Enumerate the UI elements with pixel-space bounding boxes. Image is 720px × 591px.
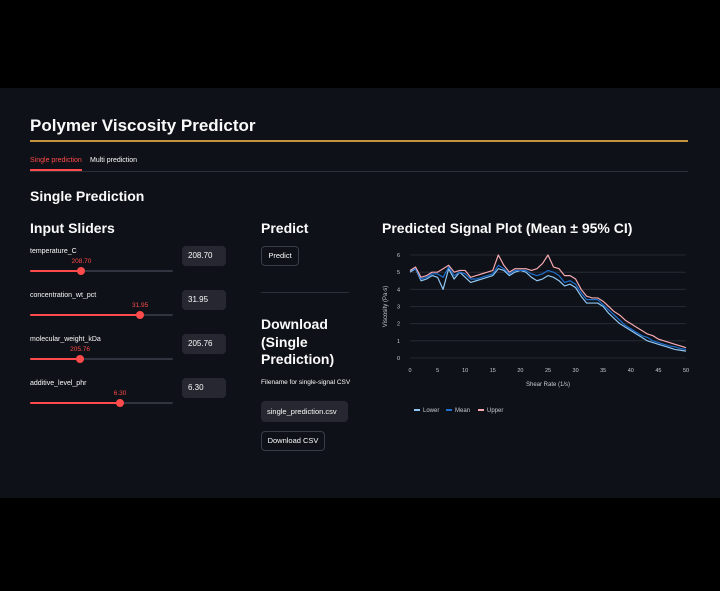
slider-value-molecular-weight: 205.76 [70, 346, 90, 353]
y-axis-label: Viscosity (Pa·s) [383, 286, 389, 328]
x-tick-label: 45 [655, 368, 661, 374]
x-tick-label: 30 [573, 368, 579, 374]
tab-multi-prediction[interactable]: Multi prediction [90, 157, 138, 164]
x-axis-label: Shear Rate (1/s) [526, 382, 570, 388]
predict-button[interactable]: Predict [261, 246, 299, 266]
tab-single-prediction[interactable]: Single prediction [30, 157, 82, 164]
predict-heading: Predict [261, 220, 309, 236]
slider-thumb[interactable] [136, 311, 145, 319]
slider-label-molecular-weight: molecular_weight_kDa [30, 336, 101, 343]
x-tick-label: 35 [600, 368, 606, 374]
series-line-mean [409, 264, 687, 351]
divider [261, 292, 349, 293]
temperature-number-input[interactable]: 208.70 [182, 246, 226, 266]
concentration-number-input[interactable]: 31.95 [182, 290, 226, 310]
x-tick-label: 50 [683, 368, 689, 374]
title-divider [30, 140, 688, 142]
slider-label-additive-level: additive_level_phr [30, 380, 87, 387]
x-tick-label: 20 [517, 368, 523, 374]
additive-level-number-input[interactable]: 6.30 [182, 378, 226, 398]
slider-value-temperature: 208.70 [71, 258, 92, 265]
x-tick-label: 40 [628, 368, 634, 374]
section-title: Single Prediction [30, 188, 145, 204]
slider-fill [30, 402, 121, 404]
y-tick-label: 0 [397, 356, 400, 362]
slider-label-concentration: concentration_wt_pct [30, 292, 97, 299]
slider-value-concentration: 31.95 [131, 302, 149, 309]
app-container: Polymer Viscosity Predictor Single predi… [0, 88, 720, 498]
active-tab-indicator [30, 169, 82, 171]
tab-bar-divider [30, 171, 688, 172]
y-tick-label: 6 [397, 253, 400, 259]
slider-fill [30, 270, 82, 272]
y-tick-label: 5 [397, 270, 400, 276]
legend-label: Upper [487, 408, 503, 414]
x-tick-label: 0 [408, 368, 411, 374]
app-title: Polymer Viscosity Predictor [30, 116, 256, 135]
slider-additive-level[interactable] [30, 399, 173, 407]
slider-concentration[interactable] [30, 311, 173, 319]
y-tick-label: 4 [397, 287, 400, 293]
slider-thumb[interactable] [77, 267, 86, 275]
slider-fill [30, 314, 141, 316]
y-tick-label: 1 [397, 339, 400, 345]
slider-label-temperature: temperature_C [30, 248, 77, 255]
series-line-lower [409, 268, 687, 352]
x-tick-label: 5 [436, 368, 439, 374]
series-line-upper [409, 254, 687, 349]
slider-temperature[interactable] [30, 267, 173, 275]
slider-thumb[interactable] [76, 355, 85, 363]
download-csv-button[interactable]: Download CSV [261, 431, 325, 451]
x-tick-label: 25 [545, 368, 551, 374]
y-tick-label: 2 [397, 322, 400, 328]
slider-value-additive-level: 6.30 [113, 390, 127, 397]
y-tick-label: 3 [397, 305, 400, 311]
slider-fill [30, 358, 81, 360]
slider-thumb[interactable] [116, 399, 125, 407]
molecular-weight-number-input[interactable]: 205.76 [182, 334, 226, 354]
input-sliders-heading: Input Sliders [30, 220, 115, 236]
legend-label: Lower [423, 408, 439, 414]
filename-input[interactable]: single_prediction.csv [261, 401, 348, 422]
download-heading: Download (Single Prediction) [261, 316, 335, 367]
x-tick-label: 10 [462, 368, 468, 374]
slider-molecular-weight[interactable] [30, 355, 173, 363]
legend-label: Mean [455, 408, 470, 414]
filename-label: Filename for single-signal CSV [261, 379, 351, 386]
x-tick-label: 15 [490, 368, 496, 374]
plot-heading: Predicted Signal Plot (Mean ± 95% CI) [382, 220, 633, 236]
